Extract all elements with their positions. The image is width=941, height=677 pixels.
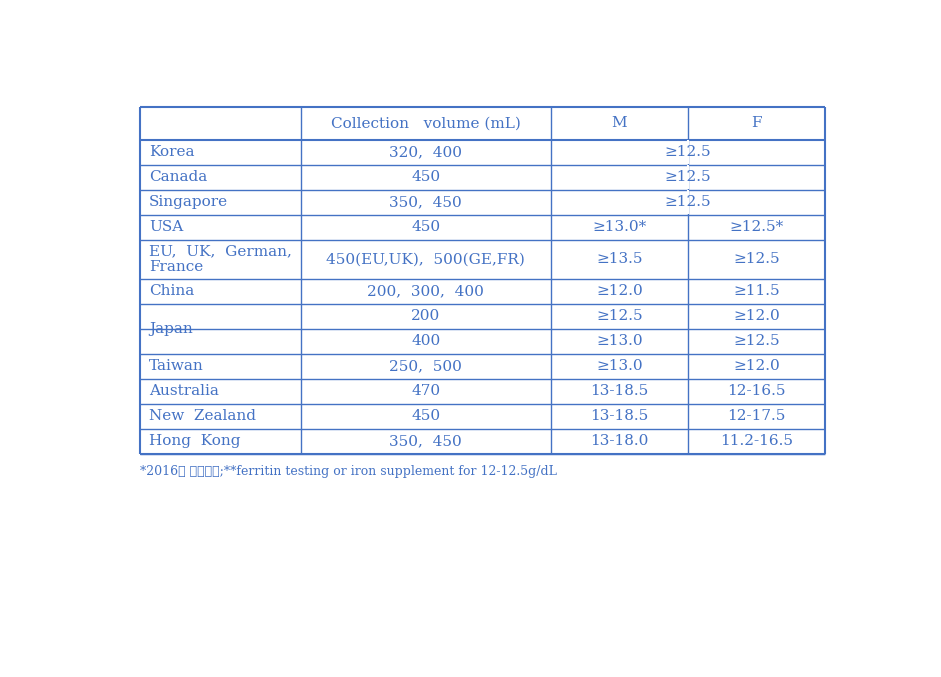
Text: M: M (612, 116, 628, 131)
Text: Hong  Kong: Hong Kong (149, 435, 241, 448)
Text: ≥13.0: ≥13.0 (596, 334, 643, 349)
Text: Collection   volume (mL): Collection volume (mL) (331, 116, 520, 131)
Text: ≥12.0: ≥12.0 (733, 359, 780, 374)
Text: 450: 450 (411, 410, 440, 423)
Text: 350,  450: 350, 450 (390, 435, 462, 448)
Text: New  Zealand: New Zealand (149, 410, 256, 423)
Text: 450(EU,UK),  500(GE,FR): 450(EU,UK), 500(GE,FR) (327, 253, 525, 266)
Text: 400: 400 (411, 334, 440, 349)
Text: 350,  450: 350, 450 (390, 195, 462, 209)
Text: ≥12.5: ≥12.5 (596, 309, 643, 324)
Text: 200,  300,  400: 200, 300, 400 (367, 284, 485, 299)
Text: ≥12.0: ≥12.0 (596, 284, 643, 299)
Text: ≥12.5: ≥12.5 (733, 334, 780, 349)
Text: 11.2-16.5: 11.2-16.5 (720, 435, 793, 448)
Text: ≥12.5*: ≥12.5* (729, 220, 784, 234)
Text: China: China (149, 284, 194, 299)
Text: ≥13.0: ≥13.0 (596, 359, 643, 374)
Text: 450: 450 (411, 220, 440, 234)
Text: Australia: Australia (149, 385, 219, 398)
Text: 470: 470 (411, 385, 440, 398)
Text: ≥12.0: ≥12.0 (733, 309, 780, 324)
Text: ≥12.5: ≥12.5 (664, 145, 711, 159)
Text: ≥13.5: ≥13.5 (596, 253, 643, 266)
Text: *2016년 예정기준;**ferritin testing or iron supplement for 12-12.5g/dL: *2016년 예정기준;**ferritin testing or iron s… (139, 465, 556, 479)
Text: F: F (751, 116, 761, 131)
Text: EU,  UK,  German,
France: EU, UK, German, France (149, 244, 292, 274)
Text: 13-18.5: 13-18.5 (590, 410, 648, 423)
Text: 12-17.5: 12-17.5 (727, 410, 786, 423)
Text: 200: 200 (411, 309, 440, 324)
Text: Korea: Korea (149, 145, 195, 159)
Text: ≥13.0*: ≥13.0* (592, 220, 646, 234)
Text: Japan: Japan (149, 322, 193, 336)
Text: Singapore: Singapore (149, 195, 228, 209)
Text: 250,  500: 250, 500 (390, 359, 462, 374)
Text: Taiwan: Taiwan (149, 359, 204, 374)
Text: 13-18.0: 13-18.0 (590, 435, 648, 448)
Text: USA: USA (149, 220, 183, 234)
Text: ≥11.5: ≥11.5 (733, 284, 780, 299)
Text: Canada: Canada (149, 170, 207, 184)
Text: ≥12.5: ≥12.5 (664, 170, 711, 184)
Text: 320,  400: 320, 400 (390, 145, 462, 159)
Text: 13-18.5: 13-18.5 (590, 385, 648, 398)
Text: 450: 450 (411, 170, 440, 184)
Text: ≥12.5: ≥12.5 (664, 195, 711, 209)
Text: 12-16.5: 12-16.5 (727, 385, 786, 398)
Text: ≥12.5: ≥12.5 (733, 253, 780, 266)
